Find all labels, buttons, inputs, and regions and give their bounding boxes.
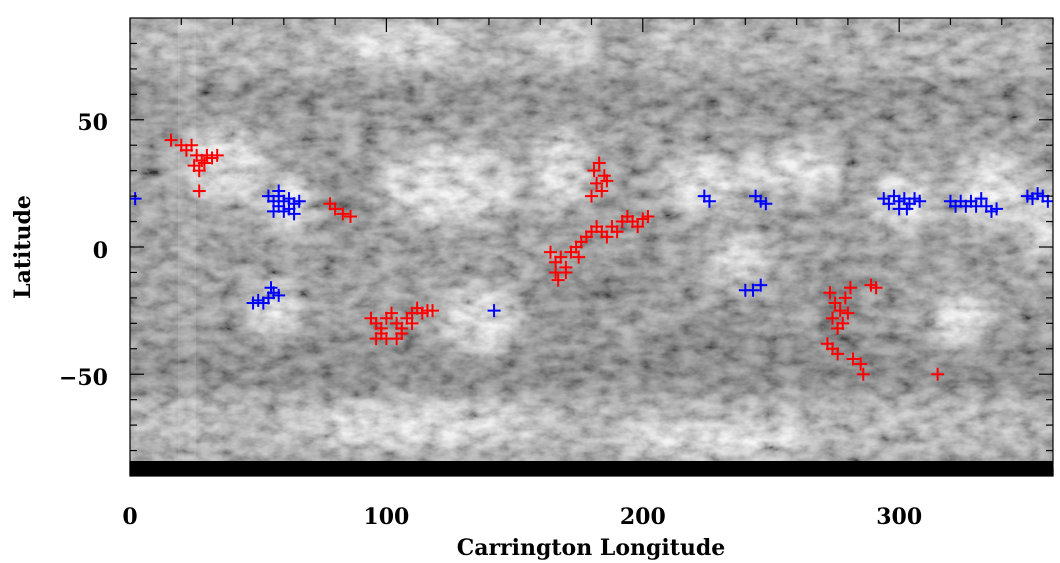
y-tick-labels: −50 0 50 <box>59 110 108 391</box>
red-plus-marker <box>869 281 883 295</box>
blue-plus-marker <box>287 207 301 221</box>
red-plus-marker <box>831 347 845 361</box>
red-plus-marker <box>385 306 399 320</box>
red-plus-marker <box>600 174 614 188</box>
red-plus-marker <box>585 189 598 203</box>
blue-plus-marker <box>759 197 773 211</box>
blue-plus-marker <box>900 202 914 216</box>
blue-plus-marker <box>1041 194 1053 208</box>
red-plus-marker <box>826 311 840 325</box>
red-plus-marker <box>600 230 614 244</box>
blue-plus-marker <box>974 192 988 206</box>
x-tick-label-300: 300 <box>876 504 922 530</box>
x-tick-label-100: 100 <box>363 504 409 530</box>
x-tick-labels: 0 100 200 300 <box>122 504 922 530</box>
red-plus-marker <box>426 304 440 318</box>
red-plus-marker <box>374 327 388 341</box>
red-plus-marker <box>336 207 350 221</box>
blue-plus-marker <box>990 202 1004 216</box>
red-plus-marker <box>343 209 357 223</box>
red-plus-marker <box>590 176 604 190</box>
red-plus-marker <box>572 250 586 264</box>
x-tick-label-0: 0 <box>122 504 137 530</box>
red-plus-marker <box>551 273 565 287</box>
x-axis-title: Carrington Longitude <box>457 535 726 561</box>
red-plus-marker <box>631 220 645 234</box>
red-plus-marker <box>543 245 557 259</box>
red-plus-marker <box>838 291 852 305</box>
blue-plus-marker <box>264 281 278 295</box>
red-plus-marker <box>841 306 855 320</box>
red-plus-marker <box>931 367 945 381</box>
red-plus-marker <box>856 367 870 381</box>
marker-layer <box>130 133 1053 381</box>
axis-ticks <box>129 18 1054 476</box>
blue-plus-marker <box>913 194 927 208</box>
red-plus-marker <box>197 156 211 170</box>
red-plus-marker <box>595 184 609 198</box>
red-plus-marker <box>559 265 573 279</box>
red-plus-marker <box>164 133 178 147</box>
red-plus-marker <box>836 316 850 330</box>
red-plus-marker <box>587 164 601 178</box>
y-tick-label-0: 0 <box>93 238 108 264</box>
red-plus-marker <box>823 286 837 300</box>
red-plus-marker <box>328 202 342 216</box>
red-plus-marker <box>395 327 409 341</box>
red-plus-marker <box>192 184 206 198</box>
red-plus-marker <box>854 357 868 371</box>
blue-plus-marker <box>292 194 306 208</box>
blue-plus-marker <box>487 304 501 318</box>
red-plus-marker <box>210 148 224 162</box>
y-tick-label-neg50: −50 <box>59 365 108 391</box>
synoptic-map-image <box>130 18 1053 476</box>
red-plus-marker <box>554 250 568 264</box>
blue-plus-marker <box>882 197 896 211</box>
blue-plus-marker <box>702 194 716 208</box>
red-plus-marker <box>846 352 860 366</box>
red-plus-marker <box>833 304 847 318</box>
red-plus-marker <box>610 225 624 239</box>
blue-plus-marker <box>746 283 760 297</box>
red-plus-marker <box>192 164 206 178</box>
blue-plus-marker <box>130 192 142 206</box>
red-plus-marker <box>405 316 419 330</box>
blue-plus-marker <box>272 288 286 302</box>
blue-plus-marker <box>272 184 286 198</box>
red-plus-marker <box>843 281 857 295</box>
red-plus-marker <box>828 296 842 310</box>
y-axis-title: Latitude <box>10 195 36 299</box>
red-plus-marker <box>641 209 655 223</box>
red-plus-marker <box>592 156 606 170</box>
blue-plus-marker <box>754 278 768 292</box>
y-tick-label-50: 50 <box>77 110 108 136</box>
red-plus-marker <box>185 138 199 152</box>
x-tick-label-200: 200 <box>620 504 666 530</box>
